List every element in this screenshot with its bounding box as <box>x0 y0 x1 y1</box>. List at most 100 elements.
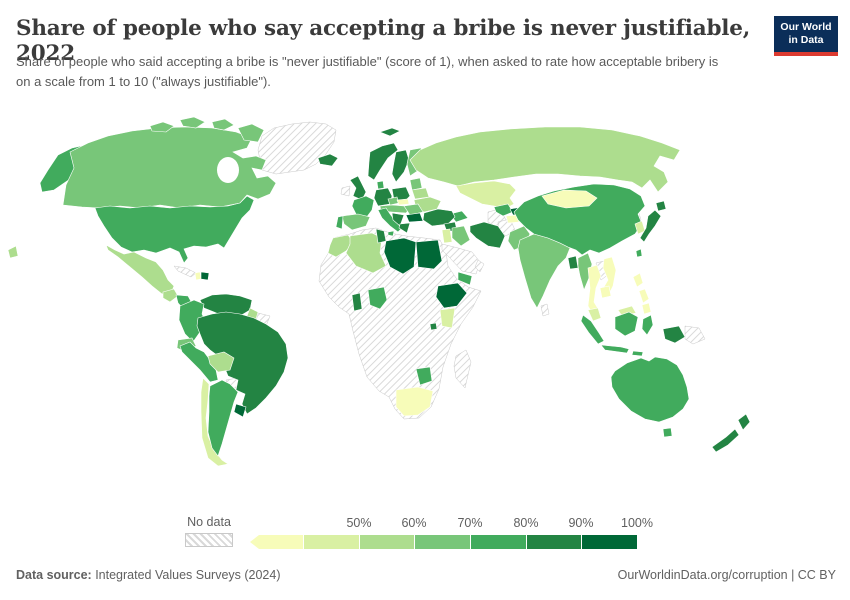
map-region-iraq[interactable] <box>451 225 471 247</box>
map-region-turkey[interactable] <box>422 208 456 227</box>
owid-credit-link[interactable]: OurWorldinData.org/corruption | CC BY <box>617 568 836 582</box>
legend-bucket-50-60[interactable]: 60% <box>359 516 427 549</box>
map-region-argentina[interactable] <box>207 379 239 457</box>
legend-no-data[interactable]: No data <box>185 515 233 547</box>
map-region-taiwan[interactable] <box>635 248 643 258</box>
map-region-kazakhstan[interactable] <box>455 180 517 210</box>
owid-logo-line2: in Data <box>788 34 824 46</box>
owid-logo-box: Our World in Data <box>774 16 838 52</box>
legend-bucket-70-80[interactable]: 80% <box>470 516 539 549</box>
map-region-philippines[interactable] <box>632 272 652 315</box>
map-region-uzbekistan[interactable] <box>493 203 514 217</box>
owid-logo: Our World in Data <box>774 16 838 56</box>
legend-tick-60: 60% <box>401 516 427 530</box>
map-region-bulgaria[interactable] <box>405 212 424 223</box>
map-region-haiti[interactable] <box>194 271 202 281</box>
map-region-india[interactable] <box>517 233 571 309</box>
chart-footer: Data source: Integrated Values Surveys (… <box>16 568 836 582</box>
page-title: Share of people who say accepting a brib… <box>16 16 751 66</box>
legend-tick-100: 100% <box>621 516 653 530</box>
map-region-svalbard[interactable] <box>379 127 401 137</box>
map-region-iceland[interactable] <box>317 153 339 167</box>
map-region-iran[interactable] <box>469 221 506 249</box>
map-region-guatemala[interactable] <box>162 288 179 303</box>
data-source-text: Integrated Values Surveys (2024) <box>91 568 281 582</box>
map-region-mongolia[interactable] <box>541 189 598 209</box>
map-region-slovakia[interactable] <box>396 198 410 206</box>
map-region-egypt[interactable] <box>415 239 443 270</box>
map-region-oman[interactable] <box>474 259 485 273</box>
map-region-ghana[interactable] <box>351 292 363 312</box>
map-region-ethiopia[interactable] <box>435 282 468 309</box>
legend-tick-70: 70% <box>457 516 483 530</box>
map-region-australia[interactable] <box>610 356 690 423</box>
map-region-dominican-republic[interactable] <box>200 271 210 281</box>
map-region-tasmania[interactable] <box>662 427 673 438</box>
legend-bucket-lt40[interactable]: 40% <box>250 535 303 549</box>
map-region-papua-new-guinea[interactable] <box>684 325 706 345</box>
map-region-indonesia[interactable] <box>580 311 654 357</box>
map-region-denmark[interactable] <box>376 180 385 190</box>
map-region-cambodia[interactable] <box>599 285 612 299</box>
legend-bucket-90-100[interactable]: 100% <box>581 516 653 549</box>
map-region-thailand[interactable] <box>587 264 602 319</box>
map-region-nigeria[interactable] <box>367 286 388 310</box>
legend-tick-90: 90% <box>568 516 594 530</box>
map-region-uk[interactable] <box>349 175 367 201</box>
owid-logo-accent-bar <box>774 52 838 56</box>
map-region-tajikistan[interactable] <box>505 214 520 224</box>
map-region-france[interactable] <box>351 195 375 219</box>
map-region-madagascar[interactable] <box>453 349 472 389</box>
map-region-libya[interactable] <box>383 237 417 275</box>
map-region-peru[interactable] <box>179 341 219 383</box>
legend-no-data-label: No data <box>187 515 231 529</box>
map-region-morocco[interactable] <box>327 234 355 258</box>
map-region-canada-arctic-islands[interactable] <box>149 116 265 143</box>
map-region-bolivia[interactable] <box>207 351 235 373</box>
map-region-myanmar[interactable] <box>577 252 593 291</box>
map-region-russia[interactable] <box>7 126 681 259</box>
map-region-spain[interactable] <box>341 213 371 231</box>
map-region-sweden[interactable] <box>391 149 410 183</box>
map-region-saudi-arabia[interactable] <box>441 243 481 275</box>
map-region-mexico[interactable] <box>105 244 175 295</box>
legend-bucket-60-70[interactable]: 70% <box>414 516 483 549</box>
map-region-ireland[interactable] <box>340 185 351 197</box>
map-region-cuba[interactable] <box>173 265 197 278</box>
map-region-bangladesh[interactable] <box>567 255 579 270</box>
map-region-papua-indonesia[interactable] <box>662 325 686 344</box>
legend-color-bar: 40% 50% 60% 70% 80% 90% 100% <box>250 516 653 549</box>
map-region-kenya[interactable] <box>439 307 456 329</box>
map-region-new-zealand[interactable] <box>711 413 751 453</box>
map-region-caucasus[interactable] <box>449 210 469 223</box>
map-region-rwanda[interactable] <box>429 322 438 331</box>
map-region-yemen[interactable] <box>457 271 473 286</box>
legend-tick-80: 80% <box>513 516 539 530</box>
map-region-japan[interactable] <box>639 200 667 243</box>
legend-no-data-swatch[interactable] <box>185 533 233 547</box>
legend-bucket-40-50[interactable]: 50% <box>303 516 372 549</box>
map-region-jordan[interactable] <box>441 228 453 244</box>
hudson-bay <box>217 157 239 183</box>
map-region-canada[interactable] <box>62 126 277 209</box>
map-region-belarus[interactable] <box>411 187 430 200</box>
map-region-brazil[interactable] <box>196 311 289 415</box>
map-region-romania[interactable] <box>403 203 424 216</box>
map-region-malaysia[interactable] <box>587 307 602 322</box>
chart-subtitle: Share of people who said accepting a bri… <box>16 54 719 89</box>
map-region-baltics[interactable] <box>409 177 423 191</box>
map-region-norway[interactable] <box>367 142 399 181</box>
map-region-portugal[interactable] <box>335 215 344 230</box>
map-region-greece[interactable] <box>398 222 411 234</box>
map-region-uruguay[interactable] <box>233 403 247 418</box>
map-region-usa[interactable] <box>94 195 255 264</box>
map-region-sri-lanka[interactable] <box>540 303 550 317</box>
map-region-zimbabwe[interactable] <box>415 366 433 386</box>
legend-bucket-80-90[interactable]: 90% <box>526 516 594 549</box>
map-region-greenland[interactable] <box>257 121 337 175</box>
map-region-chile[interactable] <box>200 377 229 467</box>
map-region-south-africa[interactable] <box>395 386 434 417</box>
map-region-africa-no-data[interactable] <box>318 227 482 420</box>
